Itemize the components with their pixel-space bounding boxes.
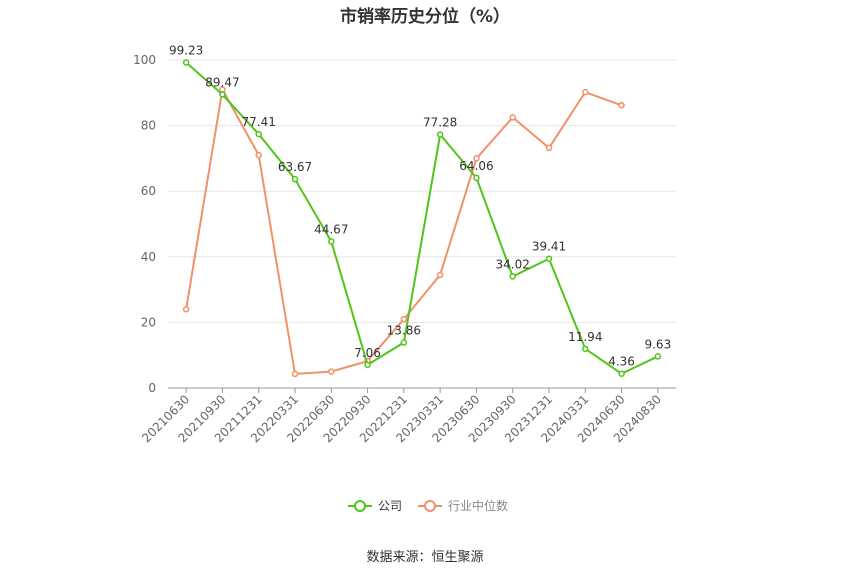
data-point-company[interactable] (291, 175, 299, 183)
data-point-industry-median[interactable] (182, 306, 190, 313)
data-point-company[interactable] (545, 255, 553, 262)
data-point-company[interactable] (436, 131, 444, 138)
data-label: 99.23 (169, 44, 203, 58)
data-point-industry-median[interactable] (400, 315, 408, 323)
data-point-industry-median[interactable] (328, 368, 335, 375)
data-point-industry-median[interactable] (291, 370, 299, 378)
data-point-company[interactable] (328, 238, 335, 245)
y-tick-label: 80 (141, 119, 156, 133)
data-point-company[interactable] (618, 370, 625, 377)
data-point-company[interactable] (364, 361, 371, 369)
data-point-industry-median[interactable] (436, 271, 444, 279)
data-point-company[interactable] (509, 273, 516, 280)
y-tick-label: 0 (148, 381, 156, 395)
data-label: 89.47 (205, 76, 239, 90)
y-axis-ticks: 0 20 40 60 80 100 (133, 53, 156, 395)
data-label: 63.67 (278, 160, 312, 174)
source-note: 数据来源：恒生聚源 (366, 550, 484, 565)
legend-label: 行业中位数 (448, 498, 508, 513)
data-point-company[interactable] (400, 339, 408, 346)
data-point-company[interactable] (255, 130, 262, 138)
data-label: 11.94 (568, 330, 602, 344)
series-layer (182, 59, 662, 378)
data-point-company[interactable] (582, 345, 589, 353)
data-label: 9.63 (644, 337, 671, 351)
data-point-company[interactable] (219, 91, 226, 98)
data-point-company[interactable] (654, 353, 662, 360)
series-line-company (185, 61, 659, 375)
y-tick-label: 60 (141, 184, 156, 198)
data-point-industry-median[interactable] (255, 151, 262, 159)
data-point-industry-median[interactable] (473, 155, 480, 162)
chart-title: 市销率历史分位（%） (339, 7, 511, 27)
data-point-company[interactable] (473, 174, 480, 182)
legend-label: 公司 (378, 499, 402, 513)
data-point-industry-median[interactable] (618, 102, 625, 109)
y-tick-label: 100 (133, 53, 156, 67)
data-label: 44.67 (314, 222, 348, 236)
data-label: 64.06 (459, 159, 493, 173)
data-label: 39.41 (532, 240, 566, 254)
legend-item-company[interactable]: 公司 (348, 499, 402, 513)
data-point-industry-median[interactable] (509, 114, 516, 121)
data-label: 77.28 (423, 116, 457, 130)
legend-marker-icon (354, 500, 366, 512)
legend[interactable]: 公司 行业中位数 (348, 498, 508, 513)
data-label: 13.86 (387, 324, 421, 338)
data-point-company[interactable] (182, 59, 190, 66)
y-tick-label: 40 (141, 250, 156, 264)
data-label: 77.41 (242, 115, 276, 129)
data-label: 34.02 (496, 257, 530, 271)
data-label: 7.06 (354, 346, 381, 360)
data-labels: 99.23 89.47 77.41 63.67 44.67 7.06 13.86 77.28 6… (169, 44, 671, 369)
x-axis-ticks: 2021063020210930202112312022033120220630… (139, 388, 664, 445)
legend-item-industry-median[interactable]: 行业中位数 (418, 498, 508, 513)
data-label: 4.36 (608, 355, 635, 369)
y-tick-label: 20 (141, 315, 156, 329)
legend-marker-icon (424, 500, 436, 512)
data-point-industry-median[interactable] (545, 144, 553, 152)
grid-lines (168, 59, 676, 323)
data-point-industry-median[interactable] (582, 88, 589, 96)
